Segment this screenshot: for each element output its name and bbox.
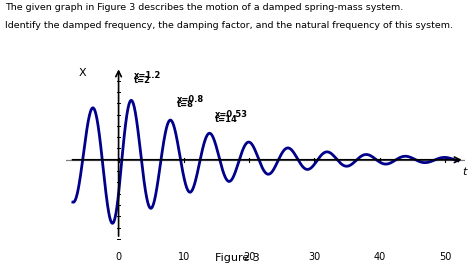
Text: Identify the damped frequency, the damping factor, and the natural frequency of : Identify the damped frequency, the dampi…	[5, 21, 453, 30]
Text: Figure 3: Figure 3	[215, 253, 259, 263]
Text: The given graph in Figure 3 describes the motion of a damped spring-mass system.: The given graph in Figure 3 describes th…	[5, 3, 403, 12]
Text: X: X	[79, 68, 86, 78]
Text: x=1.2: x=1.2	[134, 70, 161, 80]
Text: x=0.8: x=0.8	[177, 95, 204, 104]
Text: x=0.53: x=0.53	[215, 110, 248, 119]
Text: t: t	[463, 167, 467, 177]
Text: t=8: t=8	[177, 101, 194, 110]
Text: t=2: t=2	[134, 76, 151, 85]
Text: t=14: t=14	[215, 115, 238, 124]
